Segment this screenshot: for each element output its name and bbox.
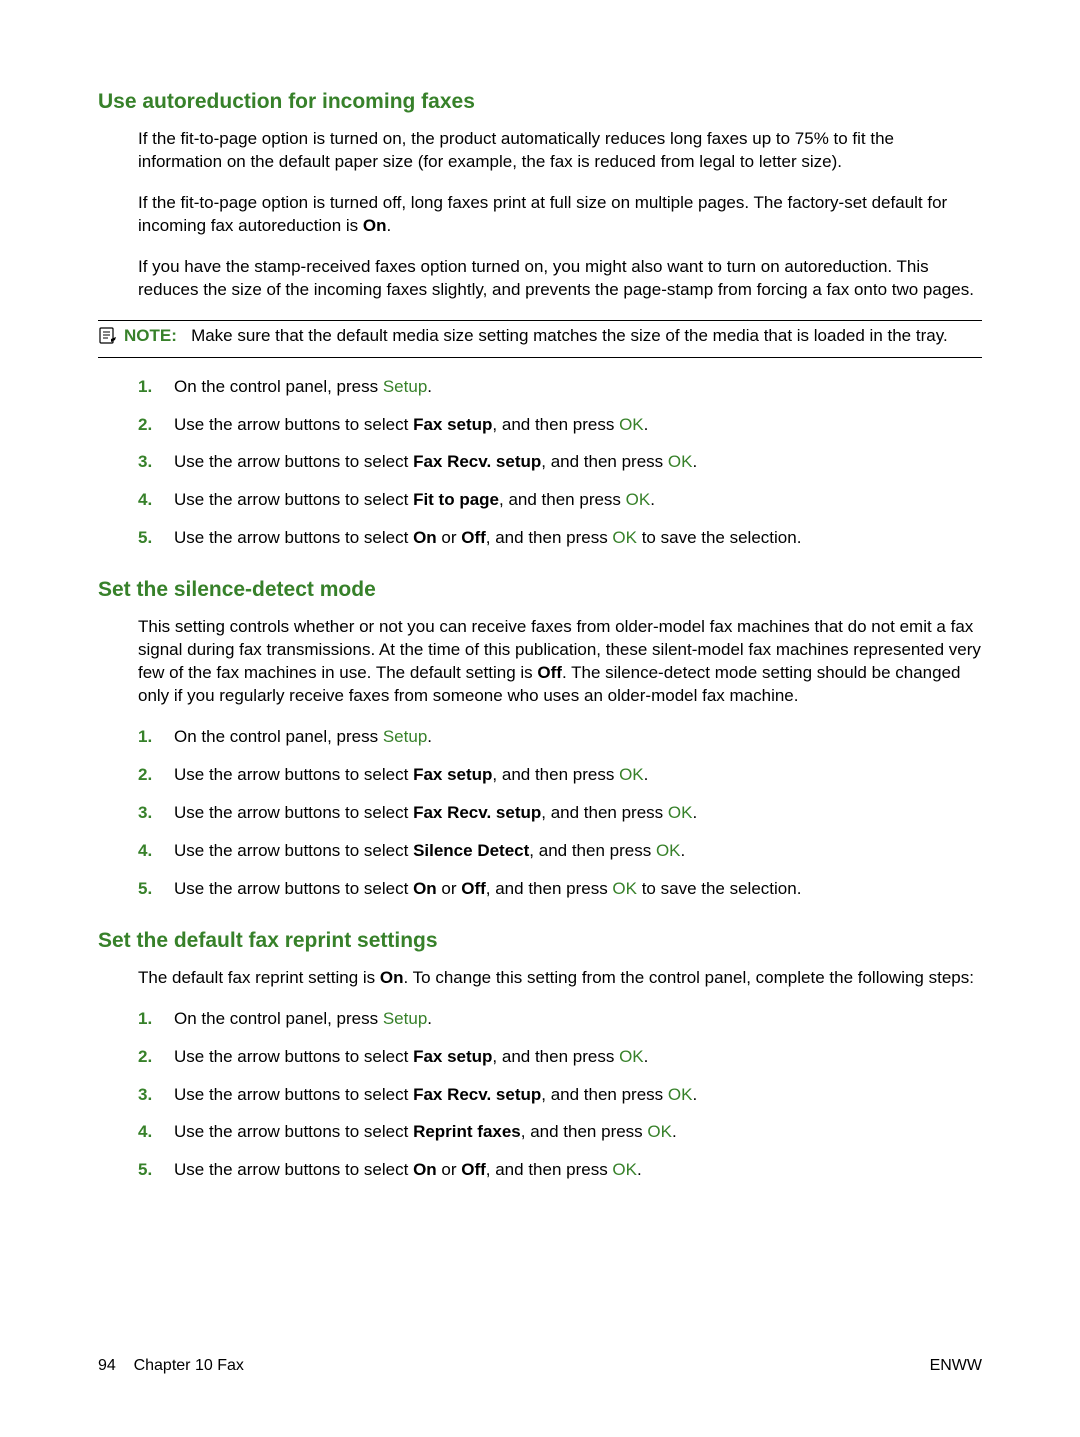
list-item: 5.Use the arrow buttons to select On or … — [138, 527, 982, 550]
note-icon — [98, 325, 120, 352]
ordered-list: 1.On the control panel, press Setup. 2.U… — [138, 1008, 982, 1183]
list-number: 1. — [138, 376, 174, 399]
list-text: Use the arrow buttons to select Fax setu… — [174, 414, 982, 437]
list-number: 2. — [138, 1046, 174, 1069]
chapter-label: Chapter 10 Fax — [134, 1357, 244, 1374]
list-number: 4. — [138, 489, 174, 512]
paragraph: If the fit-to-page option is turned off,… — [138, 192, 982, 238]
list-text: Use the arrow buttons to select On or Of… — [174, 527, 982, 550]
list-text: Use the arrow buttons to select On or Of… — [174, 1159, 982, 1182]
list-item: 5.Use the arrow buttons to select On or … — [138, 878, 982, 901]
page-number: 94 — [98, 1357, 116, 1374]
list-item: 1.On the control panel, press Setup. — [138, 1008, 982, 1031]
list-number: 1. — [138, 1008, 174, 1031]
list-number: 2. — [138, 764, 174, 787]
note-block: NOTE: Make sure that the default media s… — [98, 320, 982, 358]
list-number: 2. — [138, 414, 174, 437]
list-text: Use the arrow buttons to select Silence … — [174, 840, 982, 863]
list-text: On the control panel, press Setup. — [174, 1008, 982, 1031]
page-footer: 94 Chapter 10 Fax ENWW — [98, 1357, 982, 1375]
section-heading-autoreduction: Use autoreduction for incoming faxes — [98, 90, 982, 114]
list-text: Use the arrow buttons to select Reprint … — [174, 1121, 982, 1144]
note-label: NOTE: — [124, 326, 177, 345]
list-number: 3. — [138, 451, 174, 474]
list-item: 2.Use the arrow buttons to select Fax se… — [138, 1046, 982, 1069]
note-text: NOTE: Make sure that the default media s… — [124, 325, 948, 348]
list-item: 4.Use the arrow buttons to select Reprin… — [138, 1121, 982, 1144]
list-item: 2.Use the arrow buttons to select Fax se… — [138, 414, 982, 437]
list-item: 3.Use the arrow buttons to select Fax Re… — [138, 451, 982, 474]
list-number: 5. — [138, 1159, 174, 1182]
list-item: 1.On the control panel, press Setup. — [138, 376, 982, 399]
list-number: 5. — [138, 527, 174, 550]
footer-right: ENWW — [930, 1357, 982, 1375]
list-item: 3.Use the arrow buttons to select Fax Re… — [138, 802, 982, 825]
list-item: 4.Use the arrow buttons to select Silenc… — [138, 840, 982, 863]
list-text: Use the arrow buttons to select Fax setu… — [174, 1046, 982, 1069]
list-item: 3.Use the arrow buttons to select Fax Re… — [138, 1084, 982, 1107]
list-item: 5.Use the arrow buttons to select On or … — [138, 1159, 982, 1182]
list-number: 4. — [138, 840, 174, 863]
section-heading-reprint: Set the default fax reprint settings — [98, 929, 982, 953]
list-number: 4. — [138, 1121, 174, 1144]
list-text: On the control panel, press Setup. — [174, 726, 982, 749]
list-number: 5. — [138, 878, 174, 901]
list-item: 4.Use the arrow buttons to select Fit to… — [138, 489, 982, 512]
list-item: 1.On the control panel, press Setup. — [138, 726, 982, 749]
list-text: Use the arrow buttons to select Fax setu… — [174, 764, 982, 787]
paragraph: The default fax reprint setting is On. T… — [138, 967, 982, 990]
list-text: Use the arrow buttons to select Fax Recv… — [174, 451, 982, 474]
list-number: 3. — [138, 1084, 174, 1107]
list-text: Use the arrow buttons to select On or Of… — [174, 878, 982, 901]
list-text: On the control panel, press Setup. — [174, 376, 982, 399]
paragraph: If you have the stamp-received faxes opt… — [138, 256, 982, 302]
paragraph: If the fit-to-page option is turned on, … — [138, 128, 982, 174]
list-text: Use the arrow buttons to select Fax Recv… — [174, 802, 982, 825]
paragraph: This setting controls whether or not you… — [138, 616, 982, 708]
ordered-list: 1.On the control panel, press Setup. 2.U… — [138, 376, 982, 551]
list-text: Use the arrow buttons to select Fax Recv… — [174, 1084, 982, 1107]
footer-left: 94 Chapter 10 Fax — [98, 1357, 244, 1375]
list-text: Use the arrow buttons to select Fit to p… — [174, 489, 982, 512]
list-number: 3. — [138, 802, 174, 825]
section-heading-silence-detect: Set the silence-detect mode — [98, 578, 982, 602]
list-number: 1. — [138, 726, 174, 749]
list-item: 2.Use the arrow buttons to select Fax se… — [138, 764, 982, 787]
note-body: Make sure that the default media size se… — [191, 326, 948, 345]
ordered-list: 1.On the control panel, press Setup. 2.U… — [138, 726, 982, 901]
